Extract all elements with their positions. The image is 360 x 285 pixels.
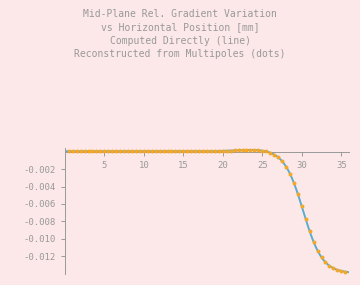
Text: Mid-Plane Rel. Gradient Variation
vs Horizontal Position [mm]
Computed Directly : Mid-Plane Rel. Gradient Variation vs Hor…	[74, 9, 286, 59]
